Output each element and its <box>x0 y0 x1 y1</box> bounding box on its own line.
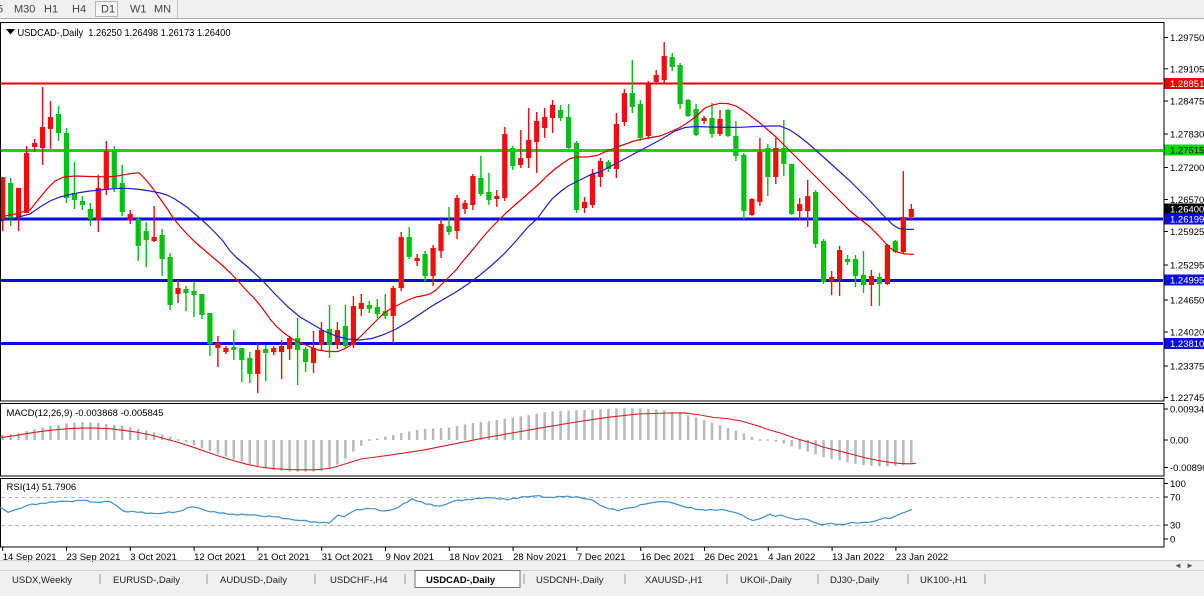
svg-text:70: 70 <box>1170 493 1181 504</box>
svg-text:0.00: 0.00 <box>1170 436 1189 447</box>
svg-text:16 Dec 2021: 16 Dec 2021 <box>641 552 695 563</box>
svg-text:28 Nov 2021: 28 Nov 2021 <box>513 552 567 563</box>
svg-text:23 Sep 2021: 23 Sep 2021 <box>67 552 121 563</box>
svg-text:1.26570: 1.26570 <box>1170 195 1204 206</box>
svg-text:USDX,Weekly: USDX,Weekly <box>12 575 72 586</box>
svg-text:1.24995: 1.24995 <box>1170 276 1204 287</box>
svg-text:0.009345: 0.009345 <box>1170 405 1204 416</box>
svg-text:4 Jan 2022: 4 Jan 2022 <box>768 552 815 563</box>
svg-text:H1: H1 <box>44 4 58 16</box>
svg-text:MACD(12,26,9) -0.003868 -0.005: MACD(12,26,9) -0.003868 -0.005845 <box>7 408 164 419</box>
svg-text:1.29750: 1.29750 <box>1170 33 1204 44</box>
svg-text:1.26400: 1.26400 <box>1170 205 1204 216</box>
svg-text:UKOil-,Daily: UKOil-,Daily <box>740 575 792 586</box>
svg-text:H4: H4 <box>72 4 86 16</box>
svg-text:M30: M30 <box>14 4 35 16</box>
svg-text:1.23375: 1.23375 <box>1170 362 1204 373</box>
svg-text:EURUSD-,Daily: EURUSD-,Daily <box>113 575 180 586</box>
svg-text:0: 0 <box>1170 535 1175 546</box>
svg-text:DJ30-,Daily: DJ30-,Daily <box>830 575 879 586</box>
svg-text:30: 30 <box>1170 521 1181 532</box>
svg-text:1.28851: 1.28851 <box>1170 79 1204 90</box>
svg-text:1.25295: 1.25295 <box>1170 261 1204 272</box>
svg-text:1.26199: 1.26199 <box>1170 215 1204 226</box>
svg-text:USDCAD-,Daily: USDCAD-,Daily <box>426 575 496 586</box>
svg-text:1.27830: 1.27830 <box>1170 130 1204 141</box>
svg-text:RSI(14) 51.7906: RSI(14) 51.7906 <box>7 482 77 493</box>
svg-text:USDCNH-,Daily: USDCNH-,Daily <box>536 575 604 586</box>
svg-text:MN: MN <box>154 4 171 16</box>
svg-text:XAUUSD-,H1: XAUUSD-,H1 <box>645 575 703 586</box>
svg-text:5: 5 <box>0 4 3 16</box>
svg-text:1.27200: 1.27200 <box>1170 163 1204 174</box>
svg-text:1.23810: 1.23810 <box>1170 339 1204 350</box>
svg-text:USDCHF-,H4: USDCHF-,H4 <box>330 575 388 586</box>
svg-text:1.29105: 1.29105 <box>1170 64 1204 75</box>
svg-text:1.25925: 1.25925 <box>1170 227 1204 238</box>
svg-text:1.24020: 1.24020 <box>1170 328 1204 339</box>
svg-text:USDCAD-,Daily 1.26250 1.26498: USDCAD-,Daily 1.26250 1.26498 1.26173 1.… <box>18 27 231 39</box>
svg-text:-0.00890: -0.00890 <box>1170 463 1204 474</box>
svg-text:7 Dec 2021: 7 Dec 2021 <box>577 552 626 563</box>
svg-text:23 Jan 2022: 23 Jan 2022 <box>896 552 948 563</box>
svg-text:D1: D1 <box>101 4 115 16</box>
svg-text:9 Nov 2021: 9 Nov 2021 <box>386 552 435 563</box>
svg-text:100: 100 <box>1170 479 1186 490</box>
svg-text:14 Sep 2021: 14 Sep 2021 <box>3 552 57 563</box>
svg-text:►: ► <box>1186 561 1194 570</box>
svg-text:1.27515: 1.27515 <box>1170 146 1204 157</box>
svg-text:1.28475: 1.28475 <box>1170 97 1204 108</box>
svg-text:13 Jan 2022: 13 Jan 2022 <box>832 552 884 563</box>
svg-text:31 Oct 2021: 31 Oct 2021 <box>322 552 374 563</box>
svg-text:AUDUSD-,Daily: AUDUSD-,Daily <box>220 575 287 586</box>
svg-text:1.22745: 1.22745 <box>1170 393 1204 404</box>
svg-text:◄: ◄ <box>1174 561 1182 570</box>
svg-text:UK100-,H1: UK100-,H1 <box>920 575 967 586</box>
svg-text:18 Nov 2021: 18 Nov 2021 <box>449 552 503 563</box>
svg-text:21 Oct 2021: 21 Oct 2021 <box>258 552 310 563</box>
svg-text:12 Oct 2021: 12 Oct 2021 <box>194 552 246 563</box>
svg-text:3 Oct 2021: 3 Oct 2021 <box>130 552 176 563</box>
svg-text:26 Dec 2021: 26 Dec 2021 <box>705 552 759 563</box>
svg-text:W1: W1 <box>130 4 147 16</box>
svg-text:1.24650: 1.24650 <box>1170 296 1204 307</box>
